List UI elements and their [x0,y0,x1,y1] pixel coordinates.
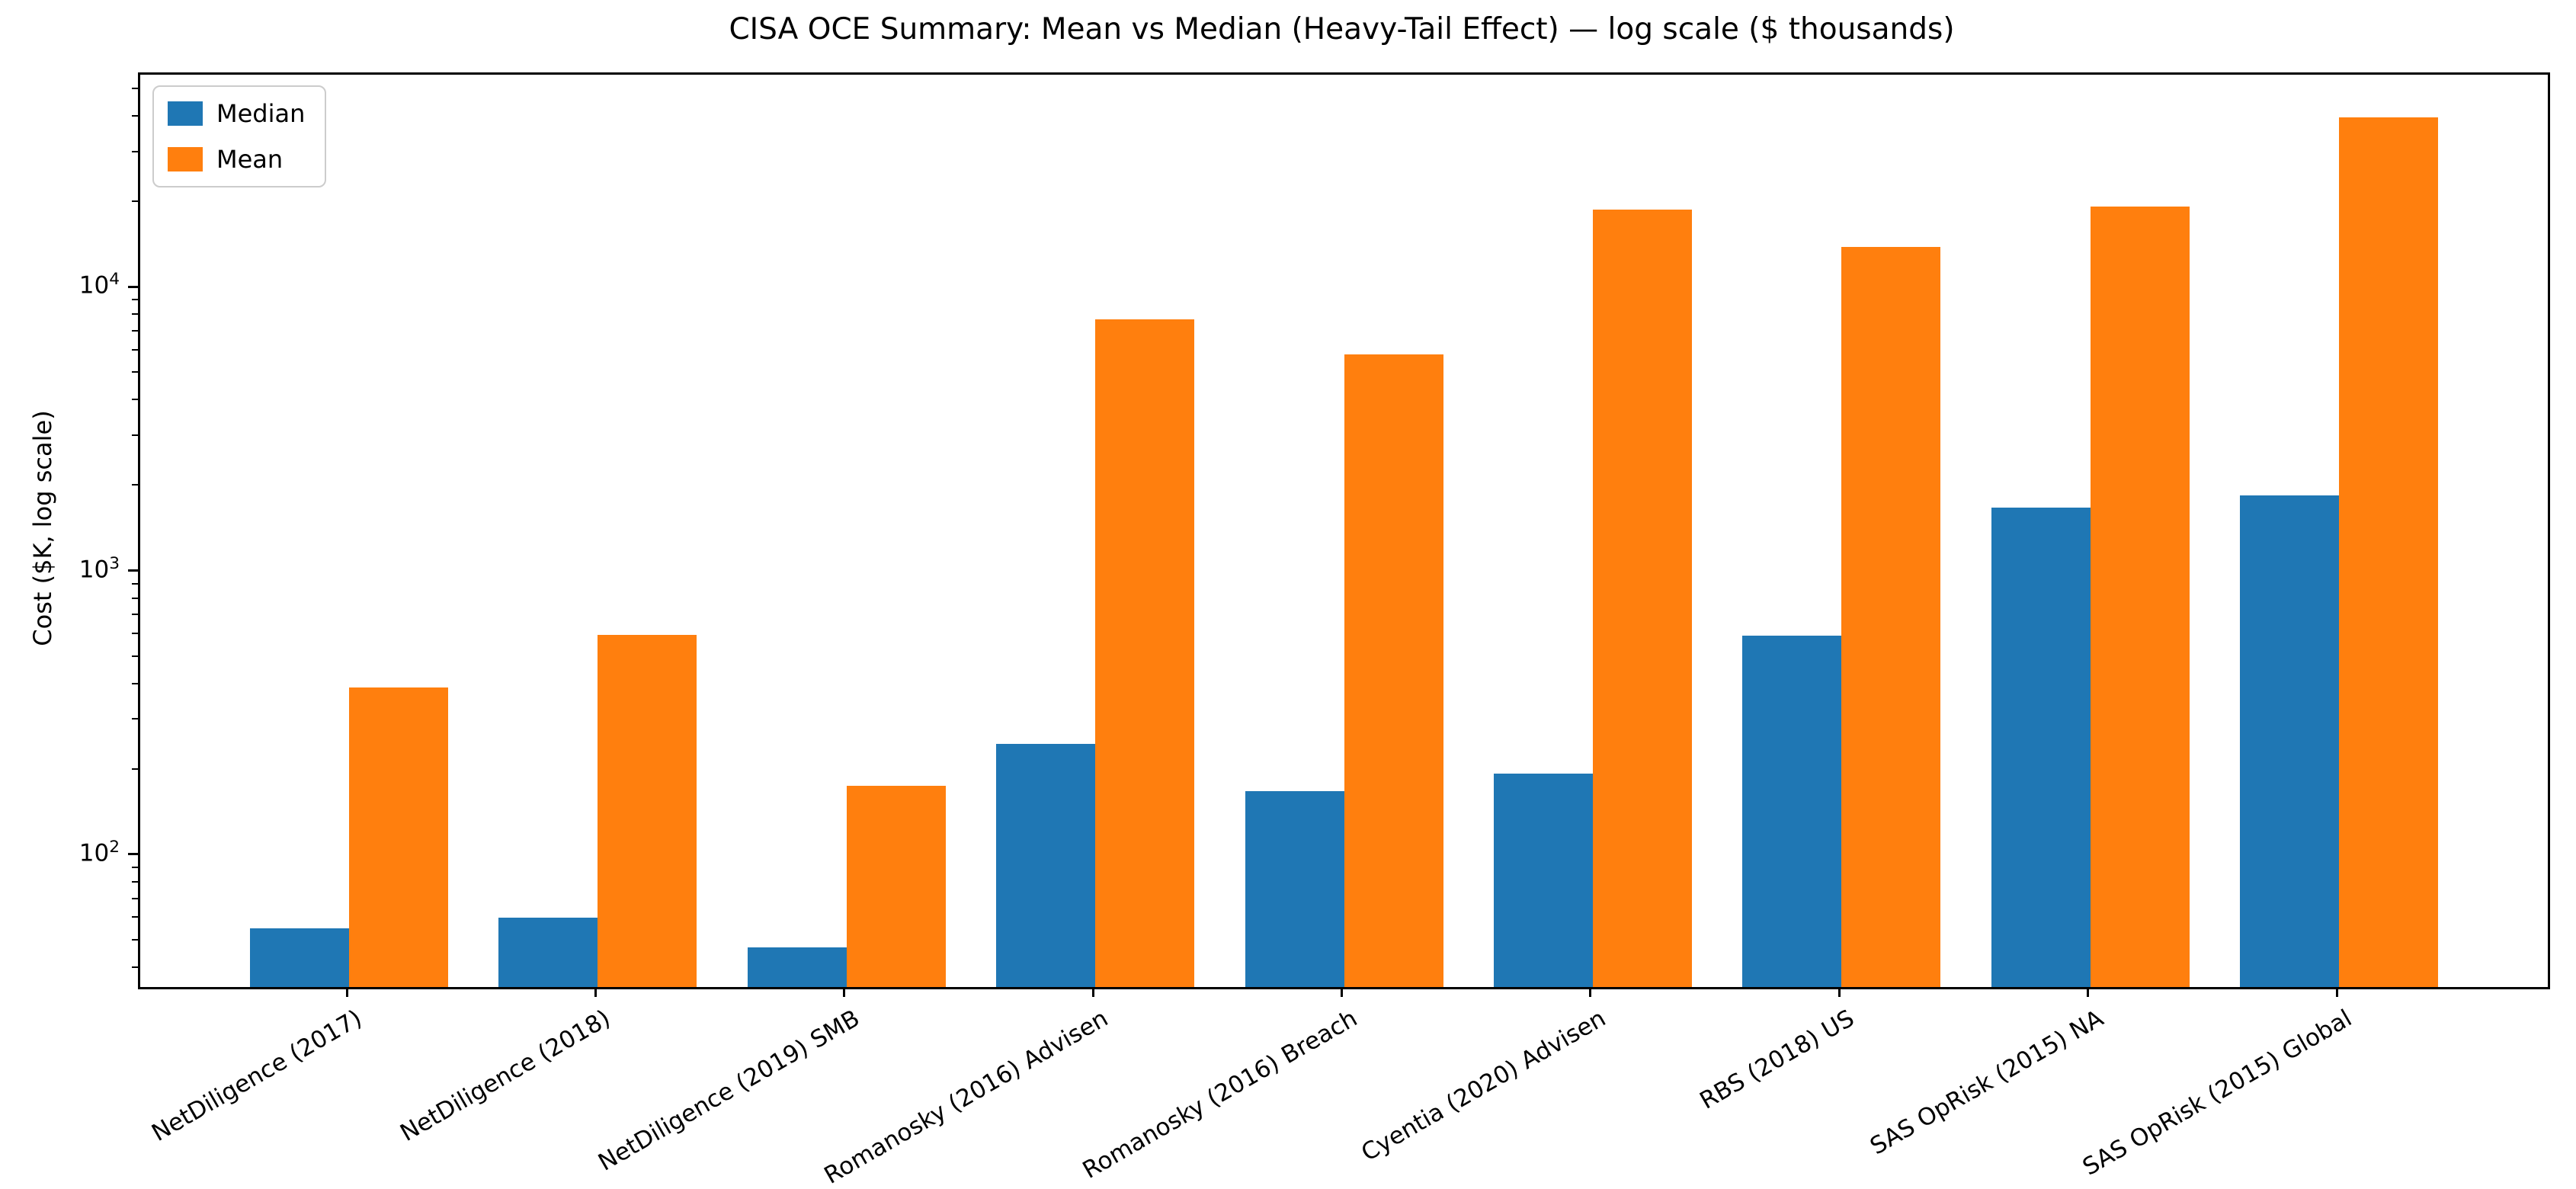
bar-mean-3 [1095,319,1195,987]
y-minor-tick [132,313,138,316]
y-minor-tick [132,114,138,117]
x-tick [1837,987,1841,997]
y-minor-tick [132,880,138,883]
x-tick-label: NetDiligence (2017) [147,1005,367,1147]
y-minor-tick [132,434,138,436]
legend-label-median: Median [216,99,306,128]
y-tick-label: 102 [78,837,120,867]
x-tick [1341,987,1343,997]
bar-mean-6 [1841,246,1941,987]
bar-median-5 [1493,774,1593,987]
y-minor-tick [132,614,138,616]
y-minor-tick [132,916,138,918]
bar-median-4 [1245,791,1344,987]
legend-swatch-mean [168,147,203,171]
legend: Median Mean [152,85,327,187]
bar-mean-1 [598,635,697,987]
y-minor-tick [132,348,138,351]
legend-swatch-median [168,101,203,126]
bar-median-2 [747,947,847,987]
bar-median-1 [498,917,598,987]
bar-median-7 [1991,507,2091,987]
y-minor-tick [132,655,138,657]
y-minor-tick [132,897,138,899]
bar-median-3 [996,743,1096,987]
y-tick-label: 104 [78,270,120,300]
plot-area: Median Mean [138,72,2550,989]
y-minor-tick [132,938,138,941]
y-major-tick [128,285,138,288]
y-minor-tick [132,768,138,770]
y-major-tick [128,853,138,856]
x-tick [2335,987,2338,997]
bar-median-0 [250,928,349,987]
legend-item-median: Median [168,99,305,128]
y-minor-tick [132,399,138,401]
y-minor-tick [132,87,138,89]
y-minor-tick [132,299,138,301]
bar-mean-8 [2339,117,2438,987]
x-tick [345,987,348,997]
y-minor-tick [132,966,138,968]
bar-mean-7 [2090,206,2190,987]
y-tick-label: 103 [78,553,120,583]
bar-median-6 [1742,636,1842,987]
bar-median-8 [2240,495,2339,987]
y-major-tick [128,569,138,572]
bar-mean-4 [1344,354,1443,987]
y-minor-tick [132,200,138,203]
y-minor-tick [132,597,138,599]
y-axis-label: Cost ($K, log scale) [28,410,57,646]
x-tick [594,987,597,997]
legend-item-mean: Mean [168,145,305,174]
bar-mean-2 [846,785,946,987]
x-tick [2087,987,2090,997]
chart-title: CISA OCE Summary: Mean vs Median (Heavy-… [729,12,1955,46]
y-minor-tick [132,682,138,684]
bar-mean-0 [349,687,448,987]
y-minor-tick [132,718,138,720]
bar-mean-5 [1592,210,1692,987]
y-minor-tick [132,633,138,635]
x-tick [843,987,846,997]
x-tick [1091,987,1094,997]
y-minor-tick [132,484,138,486]
y-minor-tick [132,371,138,373]
y-minor-tick [132,866,138,868]
y-minor-tick [132,582,138,585]
x-tick [1589,987,1592,997]
y-minor-tick [132,150,138,152]
y-minor-tick [132,329,138,332]
legend-label-mean: Mean [216,145,284,174]
